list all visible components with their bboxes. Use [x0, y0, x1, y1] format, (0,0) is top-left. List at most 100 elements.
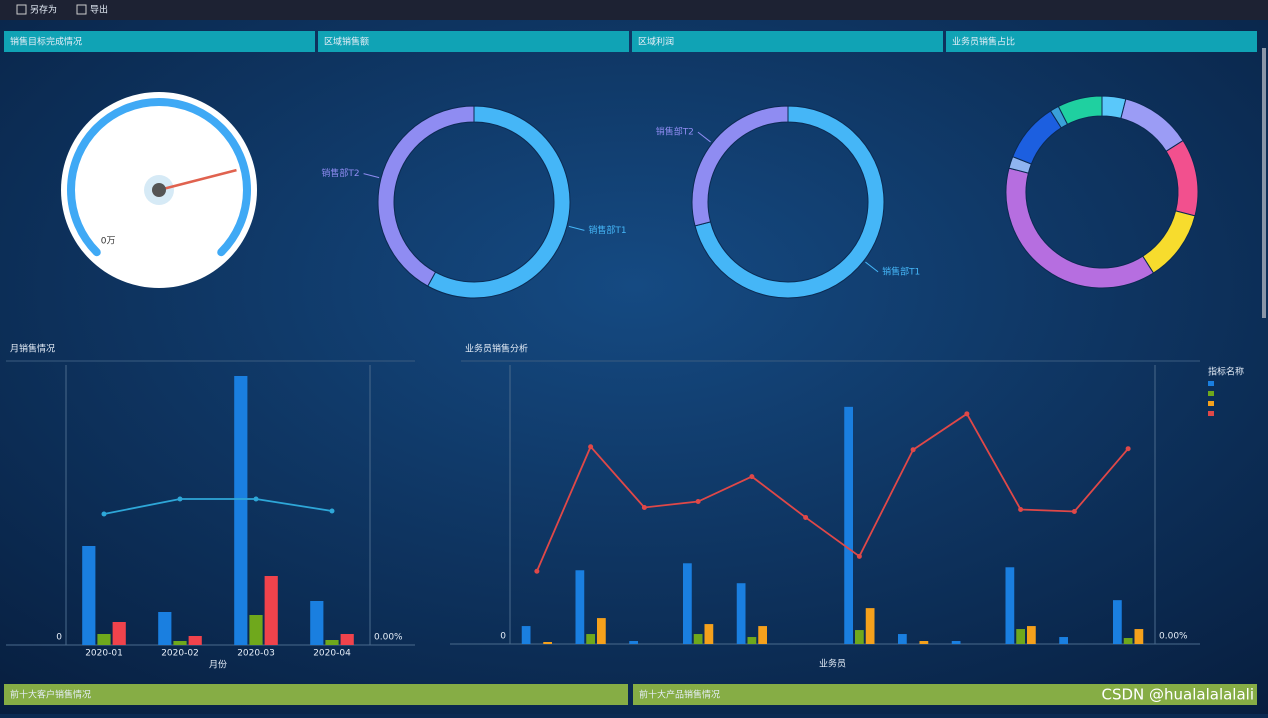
bar — [234, 376, 248, 645]
bar — [1005, 567, 1015, 644]
y-tick-label: 0 — [500, 632, 506, 642]
pie-leader — [697, 131, 711, 143]
line-point — [1018, 506, 1024, 512]
legend-title: 指标名称 — [1208, 366, 1244, 378]
legend-swatch — [1208, 401, 1214, 406]
bar — [264, 576, 278, 645]
line-point — [101, 511, 107, 517]
gauge-hub — [152, 183, 166, 197]
x-axis-label: 月份 — [209, 659, 227, 671]
panel-title: 区域销售额 — [324, 36, 369, 48]
bar — [82, 546, 96, 645]
panel-title: 销售目标完成情况 — [10, 36, 82, 48]
x-tick-label: 2020-01 — [85, 649, 123, 659]
bar — [249, 615, 263, 645]
line-point — [964, 411, 970, 417]
line-series — [103, 498, 333, 515]
pie-label: 销售部T2 — [656, 126, 694, 138]
line-point — [695, 499, 701, 505]
bar — [597, 618, 606, 644]
y2-tick-label: 0.00% — [374, 633, 403, 643]
bar — [683, 563, 692, 644]
legend-swatch — [1208, 381, 1214, 386]
bar — [158, 612, 172, 645]
export-icon — [76, 4, 87, 15]
line-point — [588, 444, 594, 450]
bar — [1134, 629, 1144, 644]
line-point — [641, 504, 647, 510]
panel-title: 前十大产品销售情况 — [639, 689, 720, 701]
bar — [951, 641, 961, 644]
bar — [1113, 600, 1122, 644]
panel-header — [633, 684, 1257, 705]
panel-header — [318, 31, 629, 52]
legend-swatch — [1208, 391, 1214, 396]
pie-slice — [377, 105, 475, 287]
panel-header — [632, 31, 943, 52]
bar — [1027, 626, 1036, 644]
bar — [310, 601, 324, 645]
y-tick-label: 0 — [56, 633, 62, 643]
bar — [629, 641, 638, 644]
pie-slice — [1057, 95, 1103, 125]
line-point — [534, 568, 540, 574]
panel-title: 业务员销售占比 — [952, 36, 1015, 48]
x-axis-label: 业务员 — [819, 658, 846, 670]
save-icon — [16, 4, 27, 15]
panel-title: 业务员销售分析 — [465, 343, 528, 355]
x-tick-label: 2020-04 — [313, 649, 351, 659]
bar — [543, 642, 552, 644]
bar — [325, 640, 339, 645]
bar — [188, 636, 202, 645]
line-point — [910, 447, 916, 453]
bar — [693, 634, 703, 644]
bar — [586, 634, 595, 644]
toolbar — [0, 0, 1268, 20]
bar — [844, 406, 853, 644]
y2-tick-label: 0.00% — [1159, 632, 1188, 642]
x-tick-label: 2020-03 — [237, 649, 275, 659]
line-point — [749, 474, 755, 480]
panel-title: 月销售情况 — [10, 343, 55, 355]
pie-slice — [694, 105, 885, 299]
watermark: CSDN @hualalalalali — [1101, 686, 1254, 704]
pie-leader — [363, 173, 380, 179]
panel-header — [4, 684, 628, 705]
bar — [173, 641, 187, 645]
x-tick-label: 2020-02 — [161, 649, 199, 659]
line-point — [1125, 446, 1131, 452]
bar — [112, 622, 126, 645]
bar — [704, 624, 714, 644]
save-as-button[interactable]: 另存为 — [30, 4, 57, 16]
bar — [97, 634, 111, 645]
line-point — [1071, 508, 1077, 514]
panel-header — [4, 31, 315, 52]
bar — [865, 608, 875, 644]
gauge-axis — [67, 98, 251, 257]
line-point — [253, 496, 259, 502]
panel-header — [946, 31, 1257, 52]
line-point — [803, 514, 809, 520]
bar — [575, 570, 585, 644]
bar — [1016, 629, 1025, 644]
export-button[interactable]: 导出 — [90, 4, 108, 16]
pie-label: 销售部T1 — [588, 224, 626, 236]
line-series — [536, 412, 1129, 572]
panel-title: 区域利润 — [638, 36, 674, 48]
gauge-needle — [158, 168, 237, 192]
bar — [855, 630, 864, 644]
line-point — [856, 553, 862, 559]
scrollbar — [1262, 48, 1266, 318]
pie-label: 销售部T2 — [321, 167, 359, 179]
pie-slice — [691, 105, 789, 227]
line-point — [177, 496, 183, 502]
bar — [736, 583, 746, 644]
bar — [747, 637, 757, 644]
pie-label: 销售部T1 — [882, 265, 920, 277]
bar — [758, 626, 767, 644]
line-point — [329, 508, 335, 514]
bar — [1123, 638, 1133, 644]
legend-swatch — [1208, 411, 1214, 416]
